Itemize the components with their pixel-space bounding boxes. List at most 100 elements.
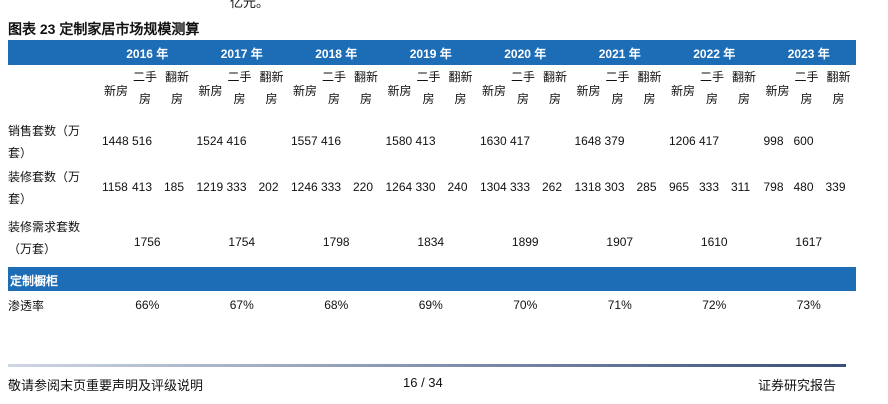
cell: 1158 [102,180,128,194]
subheader: 翻新房 [353,70,378,106]
cell: 333 [510,180,531,194]
cell: 516 [132,134,153,148]
subheader: 二手房 [794,70,819,106]
year-header: 2021 年 [598,47,641,61]
subheader: 新房 [765,84,790,98]
year-header: 2018 年 [315,47,358,61]
cell: 1304 [480,180,507,194]
cell: 480 [793,180,814,194]
subheader: 二手房 [605,70,630,106]
row-label: 渗透率 [8,299,45,313]
subheader: 二手房 [132,70,157,106]
footer-right: 证券研究报告 [758,378,837,393]
subheader: 新房 [387,84,412,98]
subheader: 新房 [104,84,129,98]
cell: 1246 [291,180,318,194]
subheader: 二手房 [227,70,252,106]
cell: 1630 [480,134,507,148]
cell: 240 [447,180,468,194]
cell: 72% [702,298,727,312]
cell: 262 [542,180,563,194]
cell: 1264 [385,180,413,194]
subheader: 新房 [482,84,507,98]
cell: 339 [825,180,846,194]
cell: 1219 [196,180,224,194]
cell: 185 [164,180,185,194]
subheader: 新房 [198,84,223,98]
cell: 69% [418,298,443,312]
cell: 1448 [102,134,129,148]
cell: 1648 [574,134,602,148]
subheader: 新房 [576,84,601,98]
cell: 70% [513,298,538,312]
footer-left: 敬请参阅末页重要声明及评级说明 [8,378,204,393]
year-header: 2016 年 [126,47,169,61]
row-label: 销售套数（万套） [8,124,81,160]
cell: 1907 [606,235,634,249]
year-header: 2020 年 [504,47,547,61]
cell: 1557 [291,134,318,148]
subheader: 翻新房 [731,70,756,106]
cell: 285 [636,180,657,194]
cell: 68% [324,298,349,312]
cell: 1524 [196,134,224,148]
footer-rule [8,364,846,367]
cell: 413 [415,134,436,148]
cell: 67% [229,298,254,312]
cell: 1610 [700,235,728,249]
subheader: 二手房 [416,70,441,106]
subheader: 二手房 [510,70,535,106]
table-title: 图表 23 定制家居市场规模测算 [8,21,200,37]
year-header: 2022 年 [693,47,736,61]
cell: 1798 [322,235,350,249]
subheader: 二手房 [321,70,346,106]
subheader: 翻新房 [259,70,284,106]
intro-fragment: 亿元。 [230,0,270,10]
section-label: 定制橱柜 [10,274,59,288]
cell: 1617 [795,235,823,249]
cell: 1206 [669,134,696,148]
year-header: 2017 年 [220,47,263,61]
subheader: 新房 [293,84,318,98]
cell: 998 [763,134,784,148]
cell: 1756 [133,235,161,249]
subheader: 翻新房 [826,70,851,106]
cell: 1834 [417,235,445,249]
subheader: 二手房 [699,70,724,106]
subheader: 翻新房 [542,70,567,106]
cell: 333 [226,180,247,194]
section-bar [8,267,856,291]
year-header: 2019 年 [409,47,452,61]
year-header: 2023 年 [787,47,830,61]
cell: 202 [258,180,279,194]
cell: 330 [415,180,436,194]
subheader: 翻新房 [164,70,189,106]
cell: 73% [796,298,821,312]
cell: 416 [321,134,342,148]
cell: 413 [132,180,153,194]
cell: 600 [793,134,814,148]
cell: 71% [607,298,632,312]
cell: 1580 [385,134,413,148]
cell: 333 [699,180,720,194]
cell: 303 [604,180,625,194]
cell: 1899 [511,235,539,249]
row-label: 装修需求套数（万套） [8,220,81,256]
cell: 220 [353,180,374,194]
cell: 333 [321,180,342,194]
cell: 416 [226,134,247,148]
cell: 379 [604,134,625,148]
cell: 66% [135,298,160,312]
cell: 965 [669,180,690,194]
subheader: 翻新房 [448,70,473,106]
cell: 1754 [228,235,256,249]
row-label: 装修套数（万套） [8,170,81,206]
subheader: 翻新房 [637,70,662,106]
cell: 798 [763,180,784,194]
cell: 417 [699,134,720,148]
cell: 311 [731,180,751,194]
header-bar [8,40,856,65]
footer-page: 16 / 34 [403,375,443,390]
cell: 417 [510,134,531,148]
